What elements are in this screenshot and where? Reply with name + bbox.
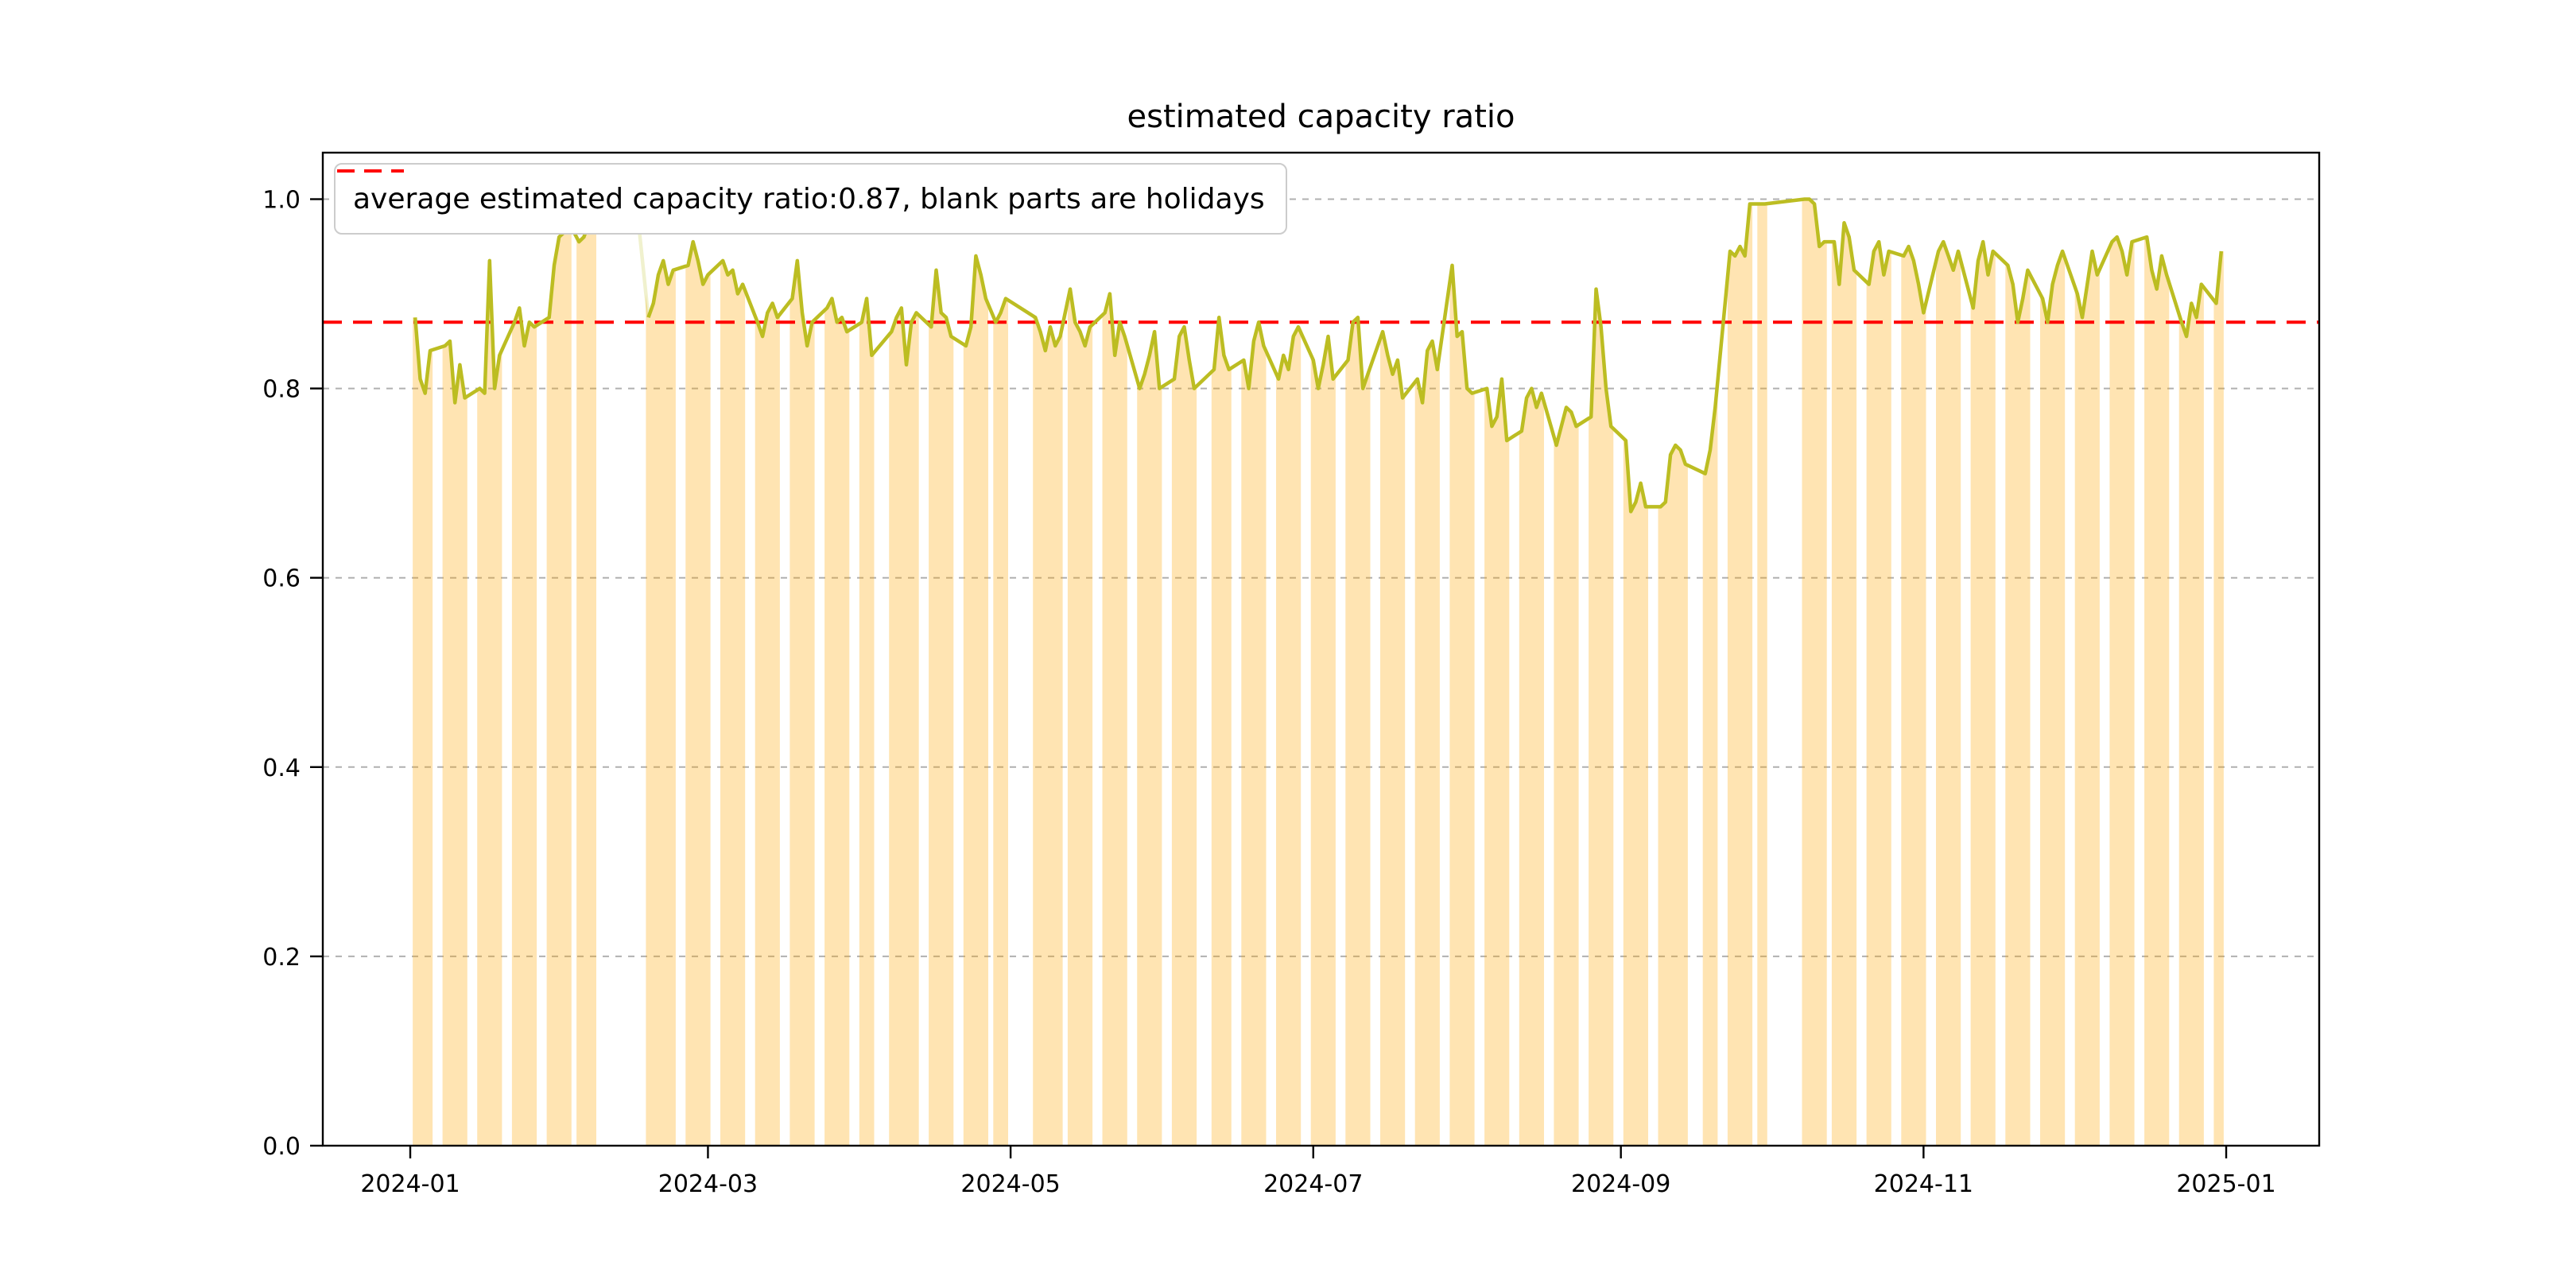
workday-fill-band (1802, 199, 1827, 1146)
workday-fill-band (1345, 317, 1371, 1146)
y-tick-label: 0.0 (262, 1133, 301, 1161)
x-tick-label: 2024-09 (1571, 1170, 1670, 1198)
x-tick-label: 2024-01 (360, 1170, 460, 1198)
plot-border (321, 151, 2321, 1147)
workday-fill-band (1901, 246, 1926, 1146)
workday-fill-band (2040, 251, 2066, 1146)
workday-fill-band (2005, 262, 2031, 1146)
workday-fill-band (1380, 332, 1406, 1146)
capacity-line (646, 197, 2224, 514)
workday-fill-band (1241, 322, 1267, 1146)
workday-fill-band (1702, 381, 1718, 1146)
workday-fill-band (1623, 438, 1648, 1146)
x-tick-label: 2024-03 (658, 1170, 758, 1198)
x-tick-label: 2024-07 (1263, 1170, 1363, 1198)
workday-fill-band (511, 308, 537, 1146)
workday-fill-band (2109, 237, 2135, 1146)
workday-fill-band (1589, 289, 1614, 1146)
workday-fill-band (755, 303, 780, 1146)
legend-label: average estimated capacity ratio:0.87, b… (353, 182, 1265, 215)
workday-fill-band (413, 317, 433, 1146)
workday-fill-band (1866, 242, 1891, 1146)
y-tick-label: 0.2 (262, 944, 301, 972)
chart-title: estimated capacity ratio (1127, 99, 1515, 135)
y-tick-label: 0.8 (262, 376, 301, 404)
workday-fill-band (546, 223, 572, 1146)
workday-fill-band (1554, 407, 1579, 1146)
workday-fill-band (442, 341, 467, 1146)
workday-fill-band (1757, 204, 1767, 1146)
workday-fill-band (1033, 316, 1063, 1146)
workday-fill-band (1727, 204, 1753, 1146)
workday-fill-band (1936, 242, 1961, 1146)
workday-fill-band (929, 270, 954, 1146)
x-tick-label: 2024-11 (1874, 1170, 1973, 1198)
workday-fill-band (720, 260, 746, 1146)
workday-fill-band (824, 298, 850, 1146)
workday-fill-band (477, 260, 502, 1146)
workday-fill-band (1484, 378, 1510, 1146)
workday-fill-band (889, 308, 919, 1146)
y-tick-label: 0.6 (262, 565, 301, 593)
workday-fill-band (685, 242, 711, 1146)
workday-fill-band (1310, 336, 1336, 1146)
workday-fill-band (1171, 327, 1197, 1146)
workday-fill-band (2144, 237, 2170, 1146)
workday-fill-band (1276, 327, 1302, 1146)
legend: average estimated capacity ratio:0.87, b… (334, 163, 1287, 235)
workday-fill-band (1831, 223, 1857, 1146)
workday-fill-band (1137, 332, 1162, 1146)
workday-fill-band (993, 298, 1008, 1146)
y-tick-label: 0.4 (262, 755, 301, 782)
workday-fill-band (1211, 317, 1232, 1146)
workday-fill-band (1067, 289, 1093, 1146)
workday-fill-band (1519, 388, 1544, 1146)
workday-fill-band (789, 260, 815, 1146)
workday-fill-band (1449, 265, 1475, 1146)
workday-fill-band (646, 260, 676, 1146)
workday-fill-band (1970, 242, 1996, 1146)
workday-fill-band (1414, 341, 1440, 1146)
workday-fill-band (2074, 251, 2100, 1146)
x-tick-label: 2024-05 (960, 1170, 1060, 1198)
workday-fill-band (2178, 284, 2204, 1146)
workday-fill-band (2213, 251, 2224, 1146)
workday-fill-band (576, 212, 596, 1146)
legend-dash-icon (337, 169, 404, 173)
workday-fill-band (1102, 293, 1127, 1146)
y-tick-label: 1.0 (262, 187, 301, 215)
workday-fill-band (963, 255, 988, 1146)
x-tick-label: 2025-01 (2176, 1170, 2275, 1198)
workday-fill-band (1658, 445, 1688, 1146)
workday-fill-band (859, 298, 875, 1146)
